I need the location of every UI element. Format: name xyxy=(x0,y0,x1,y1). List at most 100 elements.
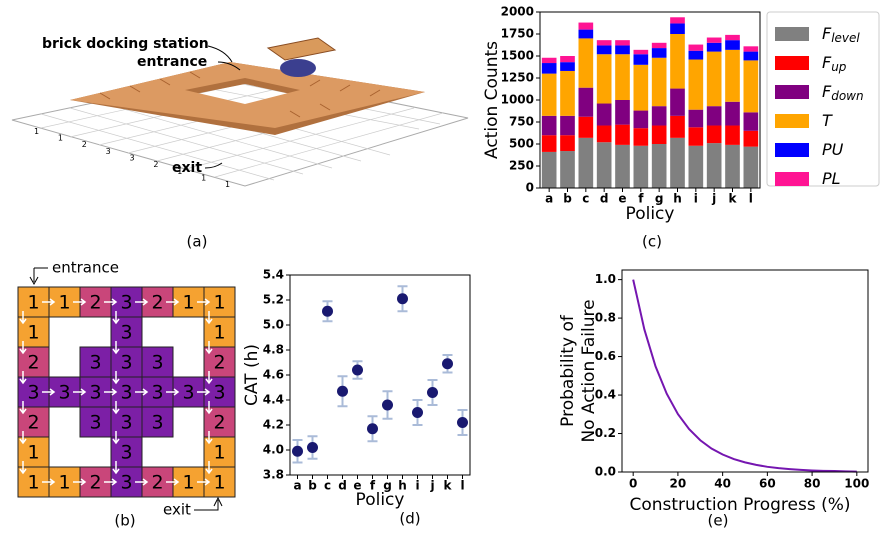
bar-segment xyxy=(579,88,594,117)
bar-segment xyxy=(634,111,649,129)
cell-label: 3 xyxy=(120,412,132,434)
legend-swatch xyxy=(775,85,809,99)
bar-segment xyxy=(689,45,704,51)
y-tick-label: 0.0 xyxy=(595,465,616,479)
y-tick-label: 250 xyxy=(509,159,534,173)
panel-label: (e) xyxy=(708,512,729,530)
bar-segment xyxy=(670,116,685,138)
bar-segment xyxy=(634,50,649,54)
y-tick-label: 500 xyxy=(509,137,534,151)
bar-segment xyxy=(597,142,612,188)
x-tick-label: k xyxy=(444,479,453,493)
point xyxy=(352,365,363,376)
y-tick-label: 1000 xyxy=(501,93,534,107)
y-tick-label: 0 xyxy=(526,181,534,195)
x-tick-label: d xyxy=(600,192,609,206)
cell-label: 1 xyxy=(27,442,39,464)
entrance-label: entrance xyxy=(137,54,207,70)
x-tick-label: b xyxy=(308,479,317,493)
cell-label: 1 xyxy=(58,472,70,494)
bar-segment xyxy=(634,146,649,188)
cell-label: 3 xyxy=(58,382,70,404)
legend-name: PU xyxy=(822,140,844,159)
bar-segment xyxy=(634,54,649,65)
y-axis-label: CAT (h) xyxy=(242,344,262,406)
x-tick-label: c xyxy=(324,479,331,493)
bar-segment xyxy=(597,104,612,126)
cell-label: 1 xyxy=(58,292,70,314)
floor-number: 1 xyxy=(201,174,206,183)
y-tick-label: 5.4 xyxy=(263,268,284,282)
x-tick-label: 20 xyxy=(670,477,687,491)
entrance-label: entrance xyxy=(52,259,119,277)
y-tick-label: 5.0 xyxy=(263,318,284,332)
legend-subscript: level xyxy=(831,31,860,45)
point xyxy=(442,358,453,369)
x-tick-label: 60 xyxy=(759,477,776,491)
bar-segment xyxy=(542,116,557,135)
bar-segment xyxy=(560,56,575,62)
cell-label: 3 xyxy=(89,352,101,374)
bar-segment xyxy=(689,51,704,60)
bar-segment xyxy=(597,40,612,45)
bar-segment xyxy=(725,35,740,40)
bar-segment xyxy=(725,126,740,145)
cell-label: 2 xyxy=(151,472,163,494)
bar-segment xyxy=(560,62,575,71)
bar-segment xyxy=(579,138,594,188)
bar-segment xyxy=(725,50,740,102)
bar-segment xyxy=(652,58,667,106)
bar-segment xyxy=(652,43,667,48)
legend-swatch xyxy=(775,143,809,157)
bar-segment xyxy=(579,117,594,138)
legend-name: T xyxy=(822,111,833,130)
floor-number: 3 xyxy=(130,154,135,163)
bar-segment xyxy=(707,38,722,43)
panel-label: (c) xyxy=(642,233,662,251)
y-tick-label: 1750 xyxy=(501,27,534,41)
cell-label: 3 xyxy=(120,382,132,404)
x-tick-label: l xyxy=(749,192,753,206)
cell-label: 2 xyxy=(151,292,163,314)
cell-label: 1 xyxy=(182,472,194,494)
bar-segment xyxy=(615,45,630,54)
cell-label: 1 xyxy=(182,292,194,314)
bar-segment xyxy=(744,52,759,61)
legend-subscript: up xyxy=(831,60,847,74)
legend-label: PL xyxy=(822,169,841,188)
point xyxy=(412,407,423,418)
y-tick-label: 3.8 xyxy=(263,468,284,482)
line xyxy=(633,280,857,472)
y-tick-label: 1250 xyxy=(501,71,534,85)
y-tick-label: 4.8 xyxy=(263,343,284,357)
bar-segment xyxy=(707,43,722,52)
bar-segment xyxy=(560,151,575,188)
panel-label: (b) xyxy=(114,512,135,530)
x-tick-label: l xyxy=(460,479,464,493)
y-tick-label: 4.2 xyxy=(263,418,284,432)
x-tick-label: d xyxy=(338,479,347,493)
y-axis-label: No Action Failure xyxy=(579,299,599,442)
x-tick-label: b xyxy=(563,192,572,206)
docking-label: brick docking station xyxy=(42,36,209,52)
bar-segment xyxy=(597,126,612,143)
cell-label: 3 xyxy=(182,382,194,404)
bar-segment xyxy=(615,145,630,188)
bar-segment xyxy=(652,48,667,58)
bar-segment xyxy=(579,38,594,87)
x-tick-label: k xyxy=(729,192,738,206)
floor-number: 2 xyxy=(82,140,87,149)
bar-segment xyxy=(689,60,704,110)
bar-segment xyxy=(634,65,649,111)
bar-segment xyxy=(615,40,630,45)
floor-number: 1 xyxy=(58,134,63,143)
floor-number: 1 xyxy=(34,127,39,136)
cell-label: 1 xyxy=(27,322,39,344)
bar-segment xyxy=(560,71,575,116)
y-tick-label: 750 xyxy=(509,115,534,129)
panel-a-illustration xyxy=(12,38,468,186)
panel-label: (a) xyxy=(187,233,208,251)
x-tick-label: j xyxy=(429,479,434,493)
bar-segment xyxy=(744,60,759,112)
x-axis-label: Construction Progress (%) xyxy=(629,495,850,515)
